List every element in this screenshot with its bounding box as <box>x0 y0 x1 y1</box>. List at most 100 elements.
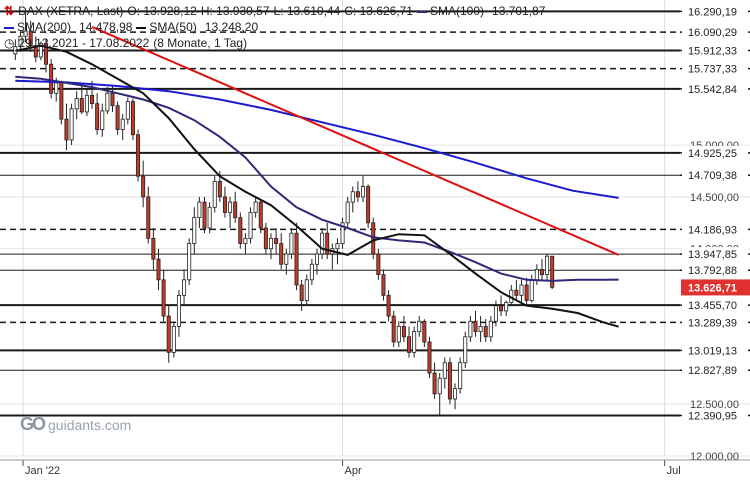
candle-body <box>59 82 64 120</box>
level-label-bg <box>682 343 748 358</box>
candle-body <box>243 237 248 244</box>
candle-body <box>299 284 304 301</box>
candle-body <box>115 105 120 130</box>
candle-body <box>284 253 289 265</box>
level-label-bg <box>682 247 748 262</box>
candle-body <box>519 284 524 296</box>
candle-body <box>161 279 166 317</box>
date-period: (8 Monate, 1 Tag) <box>153 36 248 50</box>
candle-body <box>54 82 59 94</box>
candle-body <box>23 30 28 37</box>
low-value: L: 13.610,44 <box>273 4 341 18</box>
candle-body <box>412 331 417 353</box>
candle-body <box>228 201 233 213</box>
level-label: 14.925,25 <box>688 148 737 160</box>
level-label-bg <box>682 145 748 160</box>
candle-body <box>345 201 350 224</box>
header-line-2: SMA(200) 14.478,98 SMA(50) 13.248,20 <box>4 20 262 34</box>
candle-body <box>156 258 161 281</box>
candle-body <box>545 255 550 276</box>
candle-body <box>483 326 488 338</box>
instrument-name: DAX (XETRA, Last) <box>18 4 124 18</box>
level-label-bg <box>682 263 748 278</box>
candle-body <box>182 279 187 296</box>
candle-body <box>84 94 89 113</box>
candle-body <box>125 101 130 120</box>
candle-body <box>279 243 284 265</box>
candle-body <box>217 180 222 198</box>
current-price-tag <box>681 279 750 296</box>
x-tick-label: Apr <box>345 465 362 477</box>
candle-body <box>253 201 258 213</box>
candle-body <box>28 30 33 46</box>
candle-body <box>453 388 458 400</box>
candle-body <box>458 362 463 390</box>
candle-body <box>192 217 197 244</box>
candle-body <box>309 263 314 281</box>
candle-body <box>304 279 309 301</box>
sma50-legend-swatch <box>136 26 147 29</box>
level-label: 15.912,33 <box>688 46 737 58</box>
candle-body <box>447 362 452 400</box>
candle-body <box>238 217 243 244</box>
candle-body <box>233 201 238 219</box>
high-value: H: 13.930,57 <box>200 4 270 18</box>
level-label-bg <box>682 43 748 58</box>
candle-body <box>514 289 519 296</box>
candle-body <box>529 279 534 301</box>
level-label-bg <box>682 25 748 40</box>
level-label-bg <box>682 4 748 19</box>
watermark: GO guidants.com <box>20 414 131 435</box>
level-label: 14.709,38 <box>688 170 737 182</box>
candle-body <box>197 201 202 219</box>
candle-body <box>401 326 406 338</box>
current-price-label: 13.626,71 <box>688 282 737 294</box>
close-value: C: 13.626,71 <box>344 4 413 18</box>
guidants-logo-icon: GO <box>20 414 46 434</box>
candle-body <box>407 336 412 353</box>
sma200-legend-swatch <box>4 26 14 29</box>
candle-body <box>105 92 110 112</box>
candle-body <box>493 305 498 322</box>
y-tick-label: 12.000,00 <box>690 451 739 463</box>
candle-body <box>258 201 263 229</box>
candle-body <box>110 92 115 107</box>
level-label-bg <box>682 222 748 237</box>
sma100-legend-swatch <box>416 10 427 13</box>
candle-body <box>95 103 100 130</box>
candle-body <box>320 232 325 255</box>
sma50-label: SMA(50) <box>149 20 197 34</box>
level-label: 15.542,84 <box>688 84 737 96</box>
candle-body <box>151 237 156 260</box>
date-range: 29.12.2021 - 17.08.2022 <box>18 36 150 50</box>
candle-body <box>386 294 391 317</box>
candle-body <box>534 269 539 281</box>
sma200-label: SMA(200) <box>17 20 72 34</box>
candle-body <box>69 108 74 141</box>
candle-body <box>176 294 181 327</box>
candle-body <box>432 372 437 395</box>
candle-body <box>166 315 171 353</box>
candle-body <box>120 118 125 130</box>
candle-body <box>202 201 207 229</box>
candle-body <box>212 180 217 208</box>
candle-body <box>136 134 141 177</box>
candle-body <box>468 320 473 338</box>
candle-body <box>376 253 381 276</box>
resistance-trendline <box>91 26 620 256</box>
candle-body <box>141 175 146 198</box>
candle-body <box>463 336 468 364</box>
watermark-text: guidants.com <box>48 417 132 433</box>
candle-body <box>422 320 427 343</box>
sma200-value: 14.478,98 <box>79 20 133 34</box>
level-label-bg <box>682 81 748 96</box>
y-tick-label: 14.500,00 <box>690 192 739 204</box>
sma100-value: 13.701,87 <box>492 4 546 18</box>
level-label-bg <box>682 168 748 183</box>
candle-body <box>499 305 504 312</box>
x-tick-label: Jul <box>667 465 681 477</box>
candle-body <box>427 341 432 374</box>
candle-body <box>207 206 212 229</box>
